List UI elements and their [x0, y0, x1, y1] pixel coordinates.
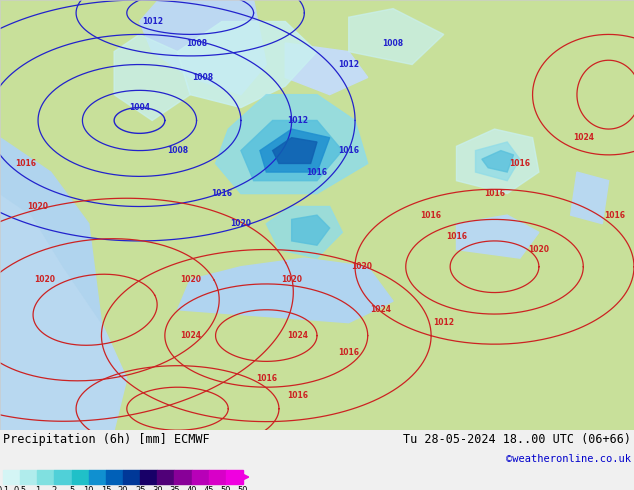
Bar — [123, 470, 140, 484]
Text: 1020: 1020 — [528, 245, 550, 254]
Polygon shape — [178, 258, 393, 323]
Bar — [140, 470, 157, 484]
Bar — [191, 470, 209, 484]
Text: Tu 28-05-2024 18..00 UTC (06+66): Tu 28-05-2024 18..00 UTC (06+66) — [403, 433, 631, 446]
Bar — [72, 470, 89, 484]
Bar — [20, 470, 37, 484]
Polygon shape — [260, 129, 330, 172]
Polygon shape — [241, 121, 342, 181]
Text: 1012: 1012 — [141, 17, 163, 26]
Polygon shape — [0, 138, 101, 323]
Text: 30: 30 — [152, 486, 162, 490]
Text: 1020: 1020 — [27, 202, 49, 211]
Text: 1020: 1020 — [230, 219, 252, 228]
Text: 1: 1 — [35, 486, 40, 490]
Text: 1020: 1020 — [34, 275, 55, 284]
Bar — [106, 470, 123, 484]
Polygon shape — [0, 194, 127, 430]
Text: 1012: 1012 — [338, 60, 359, 69]
Polygon shape — [178, 22, 317, 108]
Text: 1020: 1020 — [351, 262, 372, 271]
Polygon shape — [476, 142, 520, 181]
Text: 1004: 1004 — [129, 103, 150, 112]
Text: 1008: 1008 — [186, 39, 207, 48]
Text: 1024: 1024 — [179, 331, 201, 340]
Polygon shape — [139, 0, 266, 95]
Text: 1024: 1024 — [573, 133, 594, 142]
Text: 2: 2 — [52, 486, 57, 490]
Text: 1016: 1016 — [420, 211, 442, 220]
Text: 1016: 1016 — [446, 232, 467, 241]
Text: 1016: 1016 — [338, 146, 359, 155]
Text: 0.1: 0.1 — [0, 486, 10, 490]
Polygon shape — [456, 129, 539, 194]
Text: 1016: 1016 — [338, 348, 359, 357]
Text: 1020: 1020 — [179, 275, 201, 284]
Bar — [55, 470, 72, 484]
Text: 1012: 1012 — [433, 318, 455, 327]
Bar — [89, 470, 106, 484]
Bar — [37, 470, 55, 484]
Polygon shape — [482, 150, 514, 172]
Text: 45: 45 — [204, 486, 214, 490]
Text: 25: 25 — [135, 486, 145, 490]
Polygon shape — [571, 172, 609, 224]
Text: 1016: 1016 — [211, 189, 233, 198]
Text: 1008: 1008 — [192, 73, 214, 82]
Polygon shape — [292, 215, 330, 245]
Text: 5: 5 — [69, 486, 74, 490]
Bar — [209, 470, 226, 484]
Text: 1008: 1008 — [382, 39, 404, 48]
Text: 1016: 1016 — [287, 392, 309, 400]
Text: 1008: 1008 — [167, 146, 188, 155]
Polygon shape — [456, 215, 539, 258]
Text: 1016: 1016 — [15, 159, 36, 168]
Polygon shape — [273, 138, 317, 164]
Text: 1016: 1016 — [509, 159, 531, 168]
Text: 1024: 1024 — [370, 305, 391, 314]
Polygon shape — [114, 34, 190, 121]
Text: 1016: 1016 — [484, 189, 505, 198]
Text: 1020: 1020 — [281, 275, 302, 284]
Text: 0.5: 0.5 — [13, 486, 27, 490]
Bar — [3, 470, 20, 484]
Text: 15: 15 — [101, 486, 111, 490]
Text: 1016: 1016 — [604, 211, 626, 220]
Text: 50: 50 — [221, 486, 231, 490]
Bar — [174, 470, 191, 484]
Text: 40: 40 — [186, 486, 197, 490]
Text: ©weatheronline.co.uk: ©weatheronline.co.uk — [506, 454, 631, 464]
Text: 50: 50 — [238, 486, 249, 490]
Polygon shape — [349, 9, 444, 65]
Text: 1016: 1016 — [306, 168, 328, 176]
Text: 1012: 1012 — [287, 116, 309, 125]
Text: 35: 35 — [169, 486, 180, 490]
Polygon shape — [266, 206, 342, 258]
Bar — [157, 470, 174, 484]
Polygon shape — [216, 95, 368, 194]
Text: 10: 10 — [84, 486, 94, 490]
Polygon shape — [285, 43, 368, 95]
Text: Precipitation (6h) [mm] ECMWF: Precipitation (6h) [mm] ECMWF — [3, 433, 210, 446]
Text: 1016: 1016 — [256, 374, 277, 383]
Text: 20: 20 — [118, 486, 128, 490]
Text: 1024: 1024 — [287, 331, 309, 340]
Bar — [226, 470, 243, 484]
